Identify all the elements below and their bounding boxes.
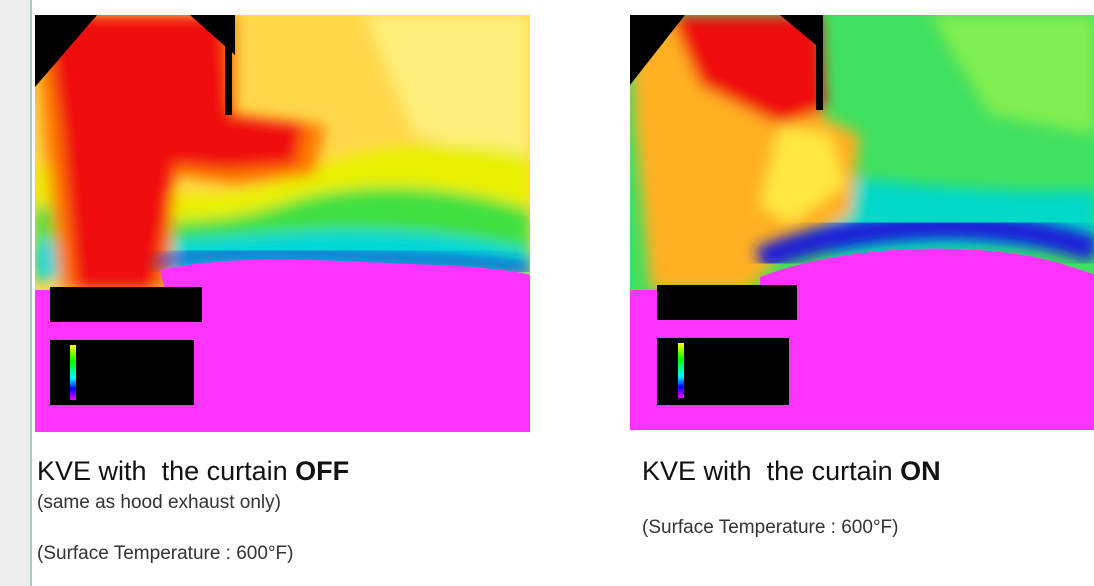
caption-middle: the curtain	[767, 456, 893, 486]
note: (Surface Temperature : 600°F)	[642, 517, 898, 539]
caption: KVE with the curtain ON	[642, 456, 941, 487]
legend-bar	[70, 345, 76, 400]
caption-prefix: KVE with	[642, 456, 752, 486]
appliance	[657, 285, 797, 320]
caption-prefix: KVE with	[37, 456, 147, 486]
page: KVE with the curtain OFF (same as hood e…	[0, 0, 1094, 586]
appliance	[50, 287, 202, 322]
slide: KVE with the curtain OFF (same as hood e…	[30, 0, 1094, 586]
caption-middle: the curtain	[162, 456, 288, 486]
legend-bar	[678, 343, 684, 398]
hood-wall	[225, 15, 232, 115]
caption-state: OFF	[295, 456, 349, 486]
caption-state: ON	[900, 456, 941, 486]
caption: KVE with the curtain OFF	[37, 456, 349, 487]
simulation-on	[630, 15, 1094, 430]
hood-wall	[816, 15, 823, 110]
simulation-off	[35, 15, 530, 432]
note: (Surface Temperature : 600°F)	[37, 543, 293, 565]
note: (same as hood exhaust only)	[37, 492, 281, 514]
legend-box	[657, 338, 789, 405]
